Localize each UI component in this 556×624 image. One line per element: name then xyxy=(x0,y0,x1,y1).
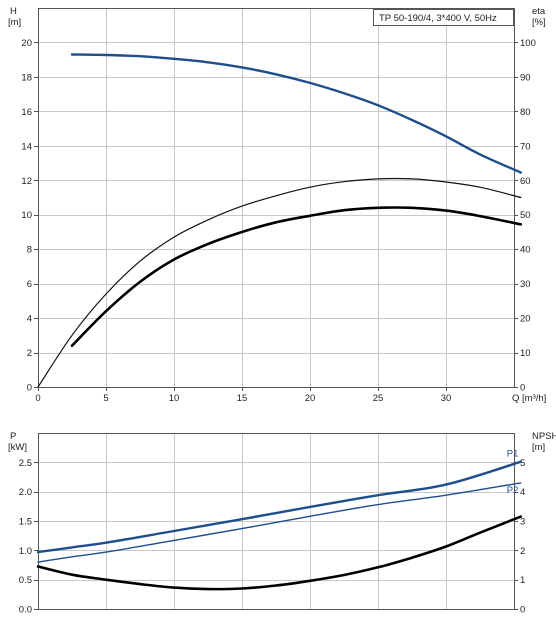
chart1-right-tick-label: 70 xyxy=(520,141,531,152)
chart1-plot-frame xyxy=(38,8,515,388)
chart1-right-tick-label: 10 xyxy=(520,348,531,359)
chart1-right-tick-label: 90 xyxy=(520,72,531,83)
chart1-right-tick-label: 20 xyxy=(520,314,531,325)
chart1-x-tick-label: 30 xyxy=(441,393,452,404)
chart2-left-tick-label: 2.0 xyxy=(19,487,32,498)
chart2-left-axis-unit: [kW] xyxy=(8,442,27,453)
chart1-x-tick-label: 20 xyxy=(305,393,316,404)
chart2-left-tick-label: 0.5 xyxy=(19,575,32,586)
chart1-left-axis-unit: [m] xyxy=(8,17,21,28)
chart1-left-tick-label: 18 xyxy=(21,72,32,83)
chart2-right-tick-label: 0 xyxy=(520,605,525,616)
chart2-right-tick-label: 5 xyxy=(520,458,525,469)
chart1-right-tick-label: 80 xyxy=(520,107,531,118)
chart1-left-tick-label: 12 xyxy=(21,176,32,187)
chart1-series-2-curve xyxy=(37,177,522,388)
chart2-left-tick-label: 2.5 xyxy=(19,458,32,469)
chart1-left-tick-label: 20 xyxy=(21,38,32,49)
chart2-right-tick-label: 3 xyxy=(520,517,525,528)
chart2-left-tick-label: 1.5 xyxy=(19,517,32,528)
chart1-x-axis-label: Q [m³/h] xyxy=(512,393,546,404)
chart2-p2-label: P2 xyxy=(507,485,519,496)
chart1-series-3-curve xyxy=(70,206,523,347)
chart1-right-axis-label: eta xyxy=(532,6,546,17)
chart2-right-tick-label: 2 xyxy=(520,546,525,557)
chart1-right-tick-label: 40 xyxy=(520,245,531,256)
chart1-x-tick-label: 5 xyxy=(103,393,108,404)
chart1-left-axis-label: H xyxy=(10,6,17,17)
chart1-left-tick-label: 0 xyxy=(27,383,32,394)
chart2-right-tick-label: 4 xyxy=(520,487,525,498)
chart1-right-tick-label: 30 xyxy=(520,279,531,290)
chart2-p1-label: P1 xyxy=(507,449,519,460)
chart1-right-axis-unit: [%] xyxy=(532,17,546,28)
chart2-right-axis-unit: [m] xyxy=(532,442,545,453)
chart2-right-tick-label: 1 xyxy=(520,575,525,586)
chart2-left-tick-label: 0.0 xyxy=(19,605,32,616)
chart1-right-tick-label: 100 xyxy=(520,38,536,49)
chart1-x-tick-label: 0 xyxy=(35,393,40,404)
chart1-left-tick-label: 10 xyxy=(21,210,32,221)
chart1-right-tick-label: 50 xyxy=(520,210,531,221)
chart1-left-tick-label: 4 xyxy=(27,314,32,325)
chart1-title-box xyxy=(373,9,514,26)
chart2-left-tick-label: 1.0 xyxy=(19,546,32,557)
chart1-x-tick-label: 10 xyxy=(169,393,180,404)
chart1-title: TP 50-190/4, 3*400 V, 50Hz xyxy=(379,13,497,24)
chart1-left-tick-label: 6 xyxy=(27,279,32,290)
chart2-series-3-curve xyxy=(36,515,523,591)
chart1-left-tick-label: 2 xyxy=(27,348,32,359)
chart2-p2-curve xyxy=(37,482,522,563)
chart1-series-1-curve xyxy=(70,53,522,174)
chart2-right-axis-label: NPSH xyxy=(532,431,556,442)
chart1-x-tick-label: 15 xyxy=(237,393,248,404)
chart1-left-tick-label: 14 xyxy=(21,141,32,152)
chart1-left-tick-label: 8 xyxy=(27,245,32,256)
chart1-right-tick-label: 60 xyxy=(520,176,531,187)
chart1-left-tick-label: 16 xyxy=(21,107,32,118)
chart1-right-tick-label: 0 xyxy=(520,383,525,394)
chart1-x-tick-label: 25 xyxy=(373,393,384,404)
chart2-left-axis-label: P xyxy=(10,431,16,442)
chart2-p1-curve xyxy=(36,460,522,554)
